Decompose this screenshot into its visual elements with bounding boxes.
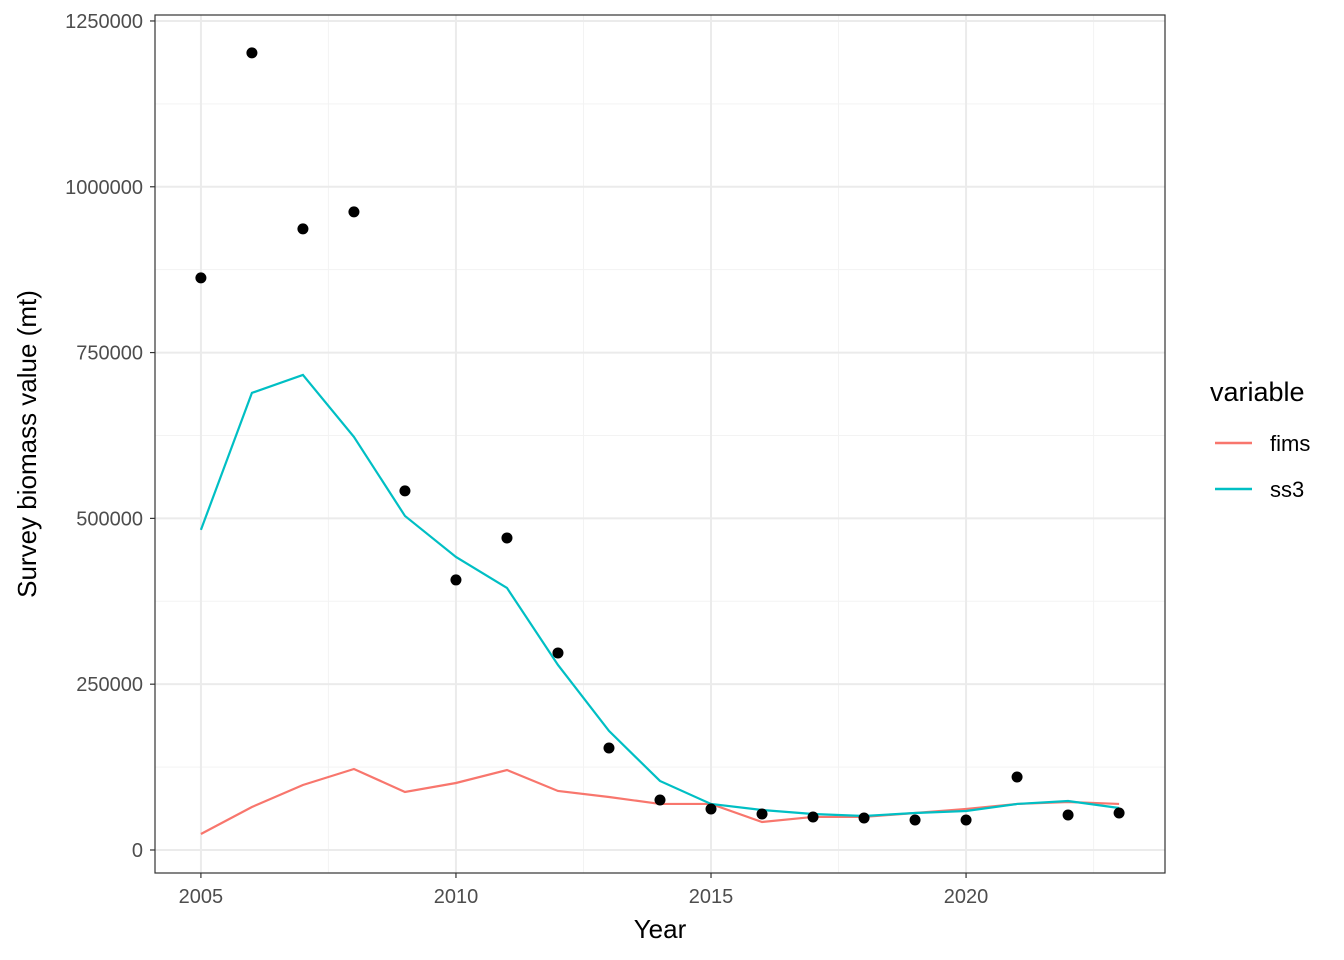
data-point-observed — [552, 647, 564, 659]
data-point-observed — [756, 808, 768, 820]
y-tick-label: 1000000 — [65, 177, 143, 199]
series-line-ss3 — [199, 373, 1120, 818]
legend-label-fims: fims — [1270, 431, 1310, 456]
data-point-observed — [297, 223, 309, 235]
data-point-observed — [807, 811, 819, 823]
x-tick-label: 2020 — [944, 886, 989, 908]
data-point-observed — [960, 814, 972, 826]
data-point-observed — [909, 814, 921, 826]
data-point-observed — [858, 812, 870, 824]
data-point-observed — [1062, 809, 1074, 821]
data-point-observed — [348, 206, 360, 218]
data-point-observed — [1011, 771, 1023, 783]
data-point-observed — [501, 532, 513, 544]
x-tick-label: 2005 — [179, 886, 224, 908]
y-tick-label: 750000 — [76, 343, 143, 365]
legend-title: variable — [1210, 377, 1305, 407]
y-tick-label: 500000 — [76, 508, 143, 530]
x-tick-label: 2010 — [434, 886, 479, 908]
legend: variable fims ss3 — [1210, 377, 1310, 502]
data-point-observed — [705, 803, 717, 815]
y-axis-title: Survey biomass value (mt) — [12, 290, 42, 598]
ticks: 2005 2010 2015 2020 0 250000 500000 750000 10000… — [65, 11, 988, 908]
y-tick-label: 0 — [132, 840, 143, 862]
data-point-observed — [1113, 807, 1125, 819]
data-point-observed — [195, 272, 207, 284]
data-point-observed — [654, 794, 666, 806]
x-axis-title: Year — [634, 914, 687, 944]
marks — [195, 47, 1125, 835]
grid — [155, 15, 1165, 873]
y-tick-label: 1250000 — [65, 11, 143, 33]
data-point-observed — [450, 574, 462, 586]
data-point-observed — [246, 47, 258, 59]
data-point-observed — [399, 485, 411, 497]
data-point-observed — [603, 742, 615, 754]
x-tick-label: 2015 — [689, 886, 734, 908]
panel-border — [154, 14, 1166, 874]
y-tick-label: 250000 — [76, 674, 143, 696]
legend-label-ss3: ss3 — [1270, 477, 1304, 502]
